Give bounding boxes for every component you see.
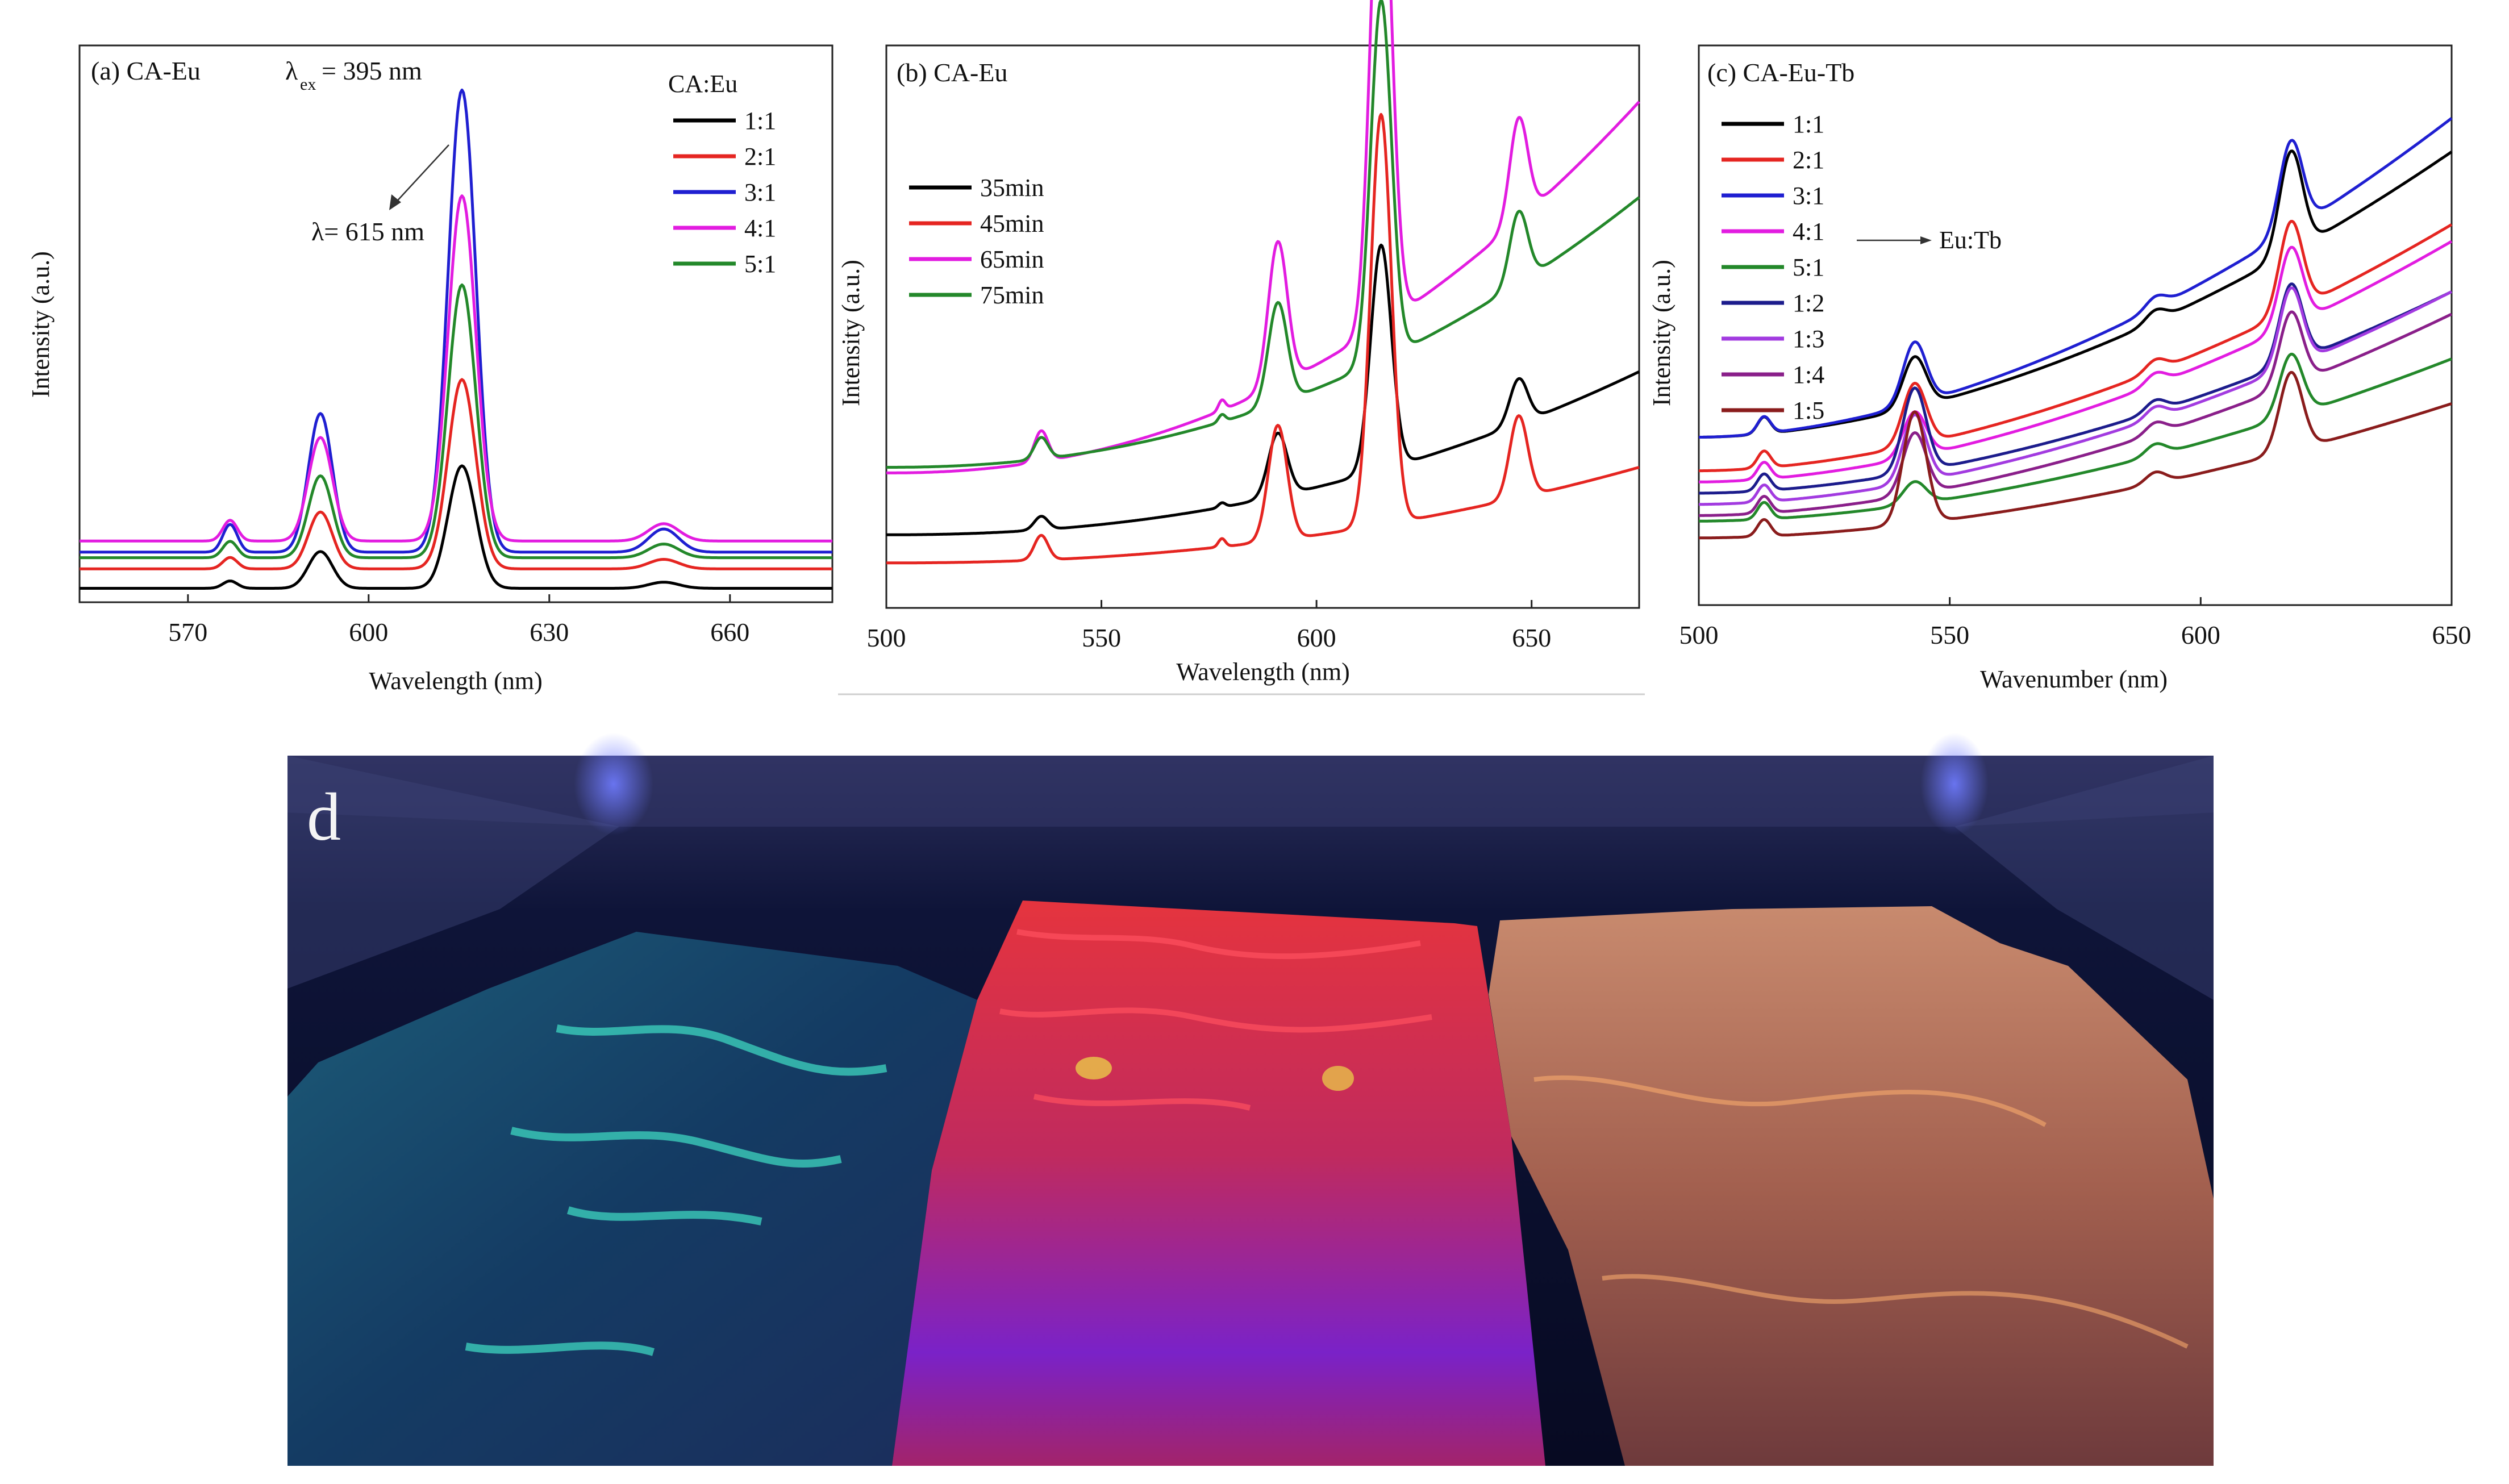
panel-a-title: (a) CA-Eu	[91, 56, 201, 85]
panel-c-series-5-1	[1698, 352, 2452, 523]
panel-b-legend-label-45min: 45min	[980, 210, 1044, 237]
panel-c-series-3-1	[1698, 117, 2453, 439]
panel-a-series-4-1	[80, 194, 832, 543]
panel-c-legend-label-1-4: 1:4	[1793, 361, 1824, 389]
panel-b-legend-label-35min: 35min	[980, 174, 1044, 202]
spectra-figure: 570 600 630 660 (a) CA-Eu λ ex = 395 nm CA:…	[27, 0, 2472, 695]
photo-panel-label: d	[307, 779, 341, 854]
panel-a-legend-title: CA:Eu	[668, 70, 737, 98]
panel-a-excitation-symbol: λ	[285, 56, 298, 85]
panel-b-legend-label-65min: 65min	[980, 245, 1044, 273]
panel-a-tick-label-660: 660	[710, 618, 749, 647]
film-orange-streaks	[1533, 1075, 2189, 1349]
panel-a-legend-label-2-1: 2:1	[744, 143, 776, 170]
photo-box-left-wall	[287, 756, 619, 989]
panel-c-legend-label-1-3: 1:3	[1793, 325, 1824, 353]
panel-c-legend: 1:1 2:1 3:1 4:1 5:1 1:2 1:3 1:4 1:5	[1722, 110, 1824, 424]
panel-c-legend-label-4-1: 4:1	[1793, 218, 1824, 245]
panel-a-series-3-1	[80, 88, 832, 554]
panel-a-series-2-1	[80, 378, 832, 570]
panel-b-y-label: Intensity (a.u.)	[837, 260, 865, 406]
panel-c-arrow-head	[1920, 236, 1932, 244]
panel-c-tick-label-650: 650	[2432, 620, 2472, 649]
panel-a-excitation-subscript: ex	[300, 75, 316, 94]
panel-b-tick-label-550: 550	[1082, 623, 1121, 652]
photo-uv-light-left	[574, 733, 653, 835]
panel-c-tick-label-600: 600	[2181, 620, 2220, 649]
panel-c-legend-annotation: Eu:Tb	[1939, 226, 2002, 254]
panel-c-legend-label-2-1: 2:1	[1793, 146, 1824, 174]
panel-c-plot-area	[1698, 44, 2453, 606]
panel-c-series-4-1	[1698, 240, 2453, 483]
panel-a-legend-label-4-1: 4:1	[744, 214, 776, 242]
panel-b-tick-label-500: 500	[867, 623, 906, 652]
film-red	[892, 901, 1545, 1466]
panel-a-tick-label-600: 600	[349, 618, 388, 647]
panel-b-legend-label-75min: 75min	[980, 281, 1044, 309]
panel-c-x-label: Wavenumber (nm)	[1980, 665, 2168, 693]
panel-a-y-label: Intensity (a.u.)	[27, 251, 55, 398]
panel-c-tick-label-550: 550	[1930, 620, 1969, 649]
panel-c-legend-label-5-1: 5:1	[1793, 253, 1824, 281]
film-cyan-glow	[465, 1024, 887, 1356]
panel-b-tick-label-600: 600	[1297, 623, 1336, 652]
photo-uv-light-right	[1920, 733, 1989, 835]
panel-c-legend-label-1-2: 1:2	[1793, 289, 1824, 317]
panel-a-tick-label-630: 630	[530, 618, 569, 647]
panel-a-series-5-1	[80, 283, 832, 560]
panel-c-series-1-5	[1698, 370, 2452, 540]
panel-c-series-1-2	[1698, 282, 2453, 495]
panel-b-chart: 500 550 600 650	[867, 0, 1640, 652]
panel-b-legend: 35min 45min 65min 75min	[909, 174, 1044, 309]
panel-b-series-75min	[886, 0, 1640, 469]
photo-box-top-wall	[287, 756, 2214, 827]
panel-c-chart: 500 550 600 650	[1679, 117, 2472, 649]
film-red-yellow-spot-1	[1076, 1057, 1112, 1079]
film-red-veins	[999, 929, 1432, 1111]
film-red-yellow-spot-2	[1322, 1066, 1354, 1091]
panel-a-arrow-head	[389, 194, 401, 210]
panel-b-series-65min	[886, 0, 1640, 474]
panel-b-series-35min	[886, 243, 1640, 536]
panel-a-excitation-value: = 395 nm	[322, 56, 422, 85]
panel-b-title: (b) CA-Eu	[897, 58, 1007, 87]
panel-a-annotation-arrow	[394, 144, 449, 204]
panel-a-legend-label-1-1: 1:1	[744, 107, 776, 135]
panel-b-x-label: Wavelength (nm)	[1176, 658, 1350, 686]
panel-b-tick-label-650: 650	[1512, 623, 1551, 652]
panel-a-legend-label-3-1: 3:1	[744, 178, 776, 206]
panel-c-legend-label-1-1: 1:1	[1793, 110, 1824, 138]
panel-a-peak-annotation: λ= 615 nm	[311, 217, 424, 246]
panel-c-legend-label-1-5: 1:5	[1793, 397, 1824, 424]
panel-c-y-label: Intensity (a.u.)	[1648, 260, 1676, 406]
panel-c-series-1-3	[1698, 286, 2453, 506]
panel-a-series-1-1	[80, 464, 832, 590]
panel-c-tick-label-500: 500	[1679, 620, 1719, 649]
photo-box-right-wall	[1954, 756, 2214, 1000]
panel-b-series-45min	[886, 112, 1640, 565]
panel-a-legend: 1:1 2:1 3:1 4:1 5:1	[673, 107, 776, 278]
panel-a-x-label: Wavelength (nm)	[369, 667, 543, 695]
panel-a-legend-label-5-1: 5:1	[744, 250, 776, 278]
film-orange	[1489, 906, 2214, 1466]
panel-c-legend-label-3-1: 3:1	[1793, 182, 1824, 210]
panel-c-series-1-4	[1698, 310, 2453, 517]
panel-a-chart: 570 600 630 660	[80, 88, 832, 647]
panel-a-tick-label-570: 570	[168, 618, 207, 647]
panel-c-series-2-1	[1698, 220, 2453, 473]
panel-c-title: (c) CA-Eu-Tb	[1707, 58, 1854, 87]
